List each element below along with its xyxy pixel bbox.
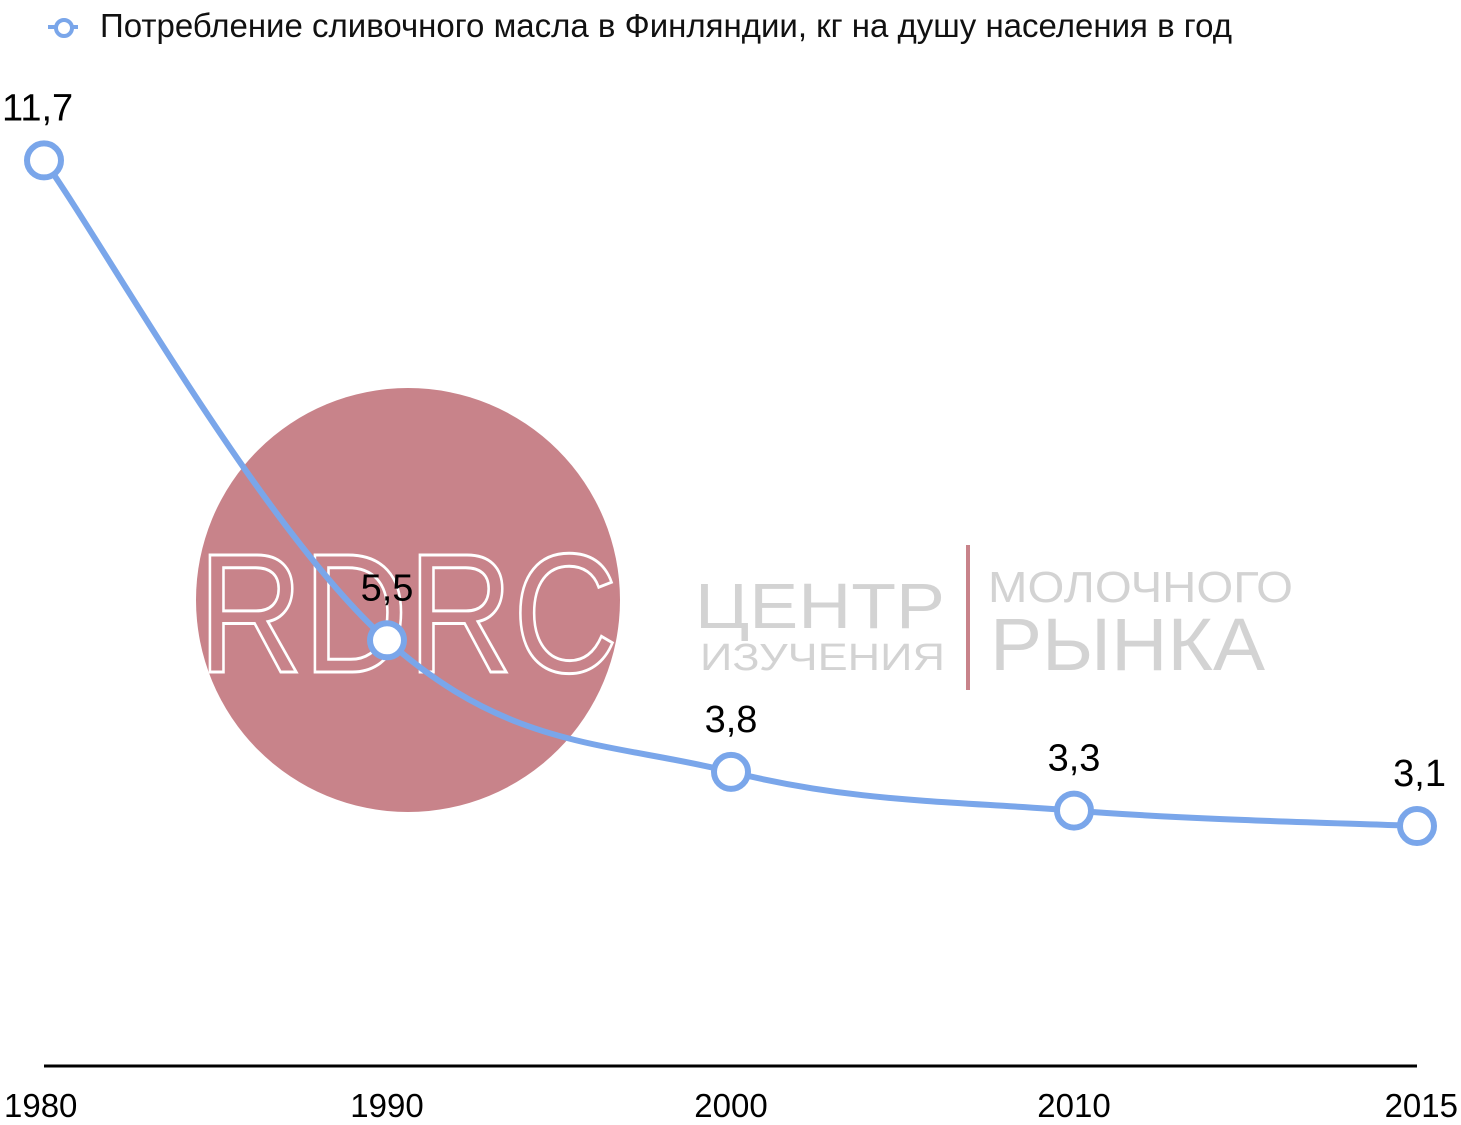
watermark-text-izucheniya: ИЗУЧЕНИЯ [700,637,945,679]
watermark-text-centr: ЦЕНТР [695,570,945,642]
legend-line-marker-icon [48,11,78,41]
data-point [711,751,751,792]
x-tick-label: 2000 [694,1087,767,1124]
data-point [24,140,64,181]
watermark-circle [196,388,620,812]
x-tick-label: 2015 [1385,1087,1458,1124]
legend-label: Потребление сливочного масла в Финляндии… [100,7,1232,44]
watermark-text-molochnogo: МОЛОЧНОГО [988,563,1293,612]
chart-legend: Потребление сливочного масла в Финляндии… [48,4,1232,48]
x-tick-label: 2010 [1037,1087,1110,1124]
watermark-text-rynka: РЫНКА [990,603,1266,686]
data-label: 5,5 [361,567,414,609]
data-label: 3,1 [1393,753,1446,795]
data-label: 3,3 [1048,738,1101,780]
data-label: 11,7 [2,87,73,129]
data-point [1054,790,1094,831]
data-point [367,620,407,661]
rdrc-watermark-logo: RDRC ЦЕНТР ИЗУЧЕНИЯ МОЛОЧНОГО РЫНКА [196,388,1293,812]
x-tick-label: 1990 [350,1087,423,1124]
data-label: 3,8 [705,699,758,741]
series-line [41,157,1420,830]
x-tick-label: 1980 [4,1087,77,1124]
data-point [1397,806,1437,847]
watermark-logo-text: RDRC [198,519,618,709]
